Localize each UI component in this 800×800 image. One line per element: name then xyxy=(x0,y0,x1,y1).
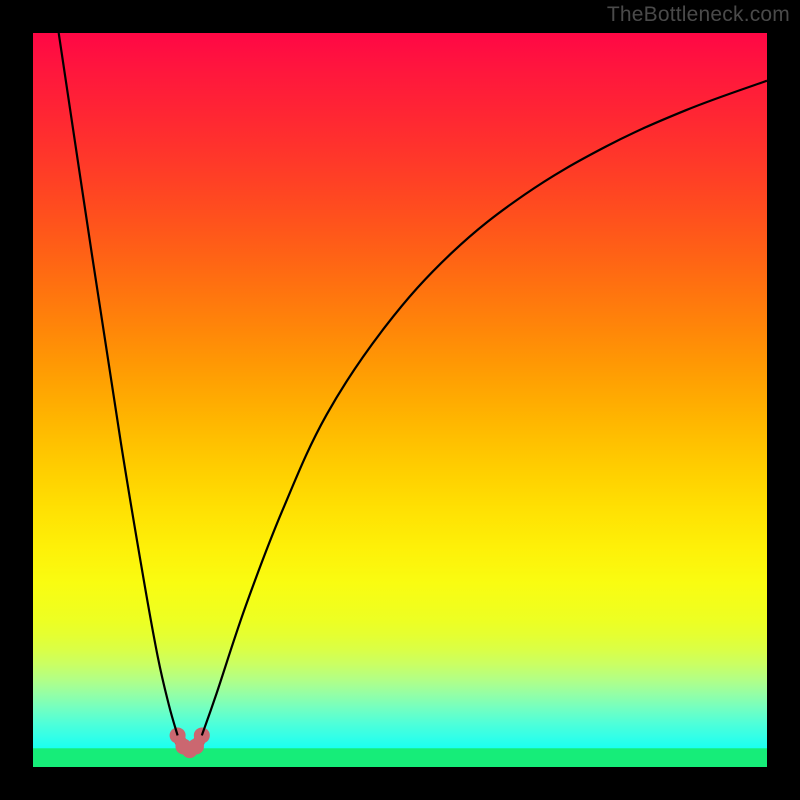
curve-layer xyxy=(33,33,767,767)
chart-canvas: TheBottleneck.com xyxy=(0,0,800,800)
curve-left-branch xyxy=(59,33,178,735)
curve-right-branch xyxy=(202,81,767,736)
watermark-text: TheBottleneck.com xyxy=(607,3,790,27)
plot-area xyxy=(33,33,767,767)
